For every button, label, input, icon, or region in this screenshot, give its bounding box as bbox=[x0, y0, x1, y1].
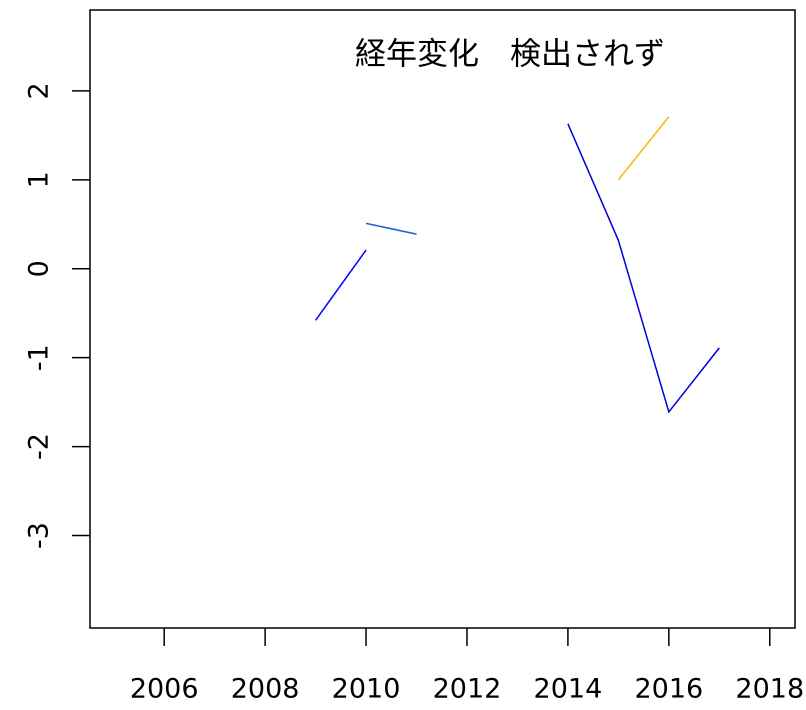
x-tick-label: 2012 bbox=[433, 674, 502, 705]
x-tick-label: 2006 bbox=[130, 674, 199, 705]
line bbox=[567, 123, 720, 414]
y-tick-label: -1 bbox=[24, 344, 55, 371]
y-tick-label: 1 bbox=[24, 171, 55, 188]
line bbox=[617, 116, 670, 181]
x-tick-label: 2010 bbox=[332, 674, 401, 705]
y-tick-label: -3 bbox=[24, 522, 55, 549]
x-tick-label: 2018 bbox=[735, 674, 804, 705]
y-tick-label: 2 bbox=[24, 82, 55, 99]
x-tick-label: 2014 bbox=[534, 674, 603, 705]
annotation: 経年変化 検出されず bbox=[355, 37, 665, 73]
y-tick-label: -2 bbox=[24, 433, 55, 460]
plot-box bbox=[89, 9, 796, 629]
line bbox=[365, 222, 417, 235]
y-tick-label: 0 bbox=[24, 260, 55, 277]
line bbox=[314, 249, 367, 321]
x-tick-label: 2008 bbox=[231, 674, 300, 705]
x-tick-label: 2016 bbox=[634, 674, 703, 705]
